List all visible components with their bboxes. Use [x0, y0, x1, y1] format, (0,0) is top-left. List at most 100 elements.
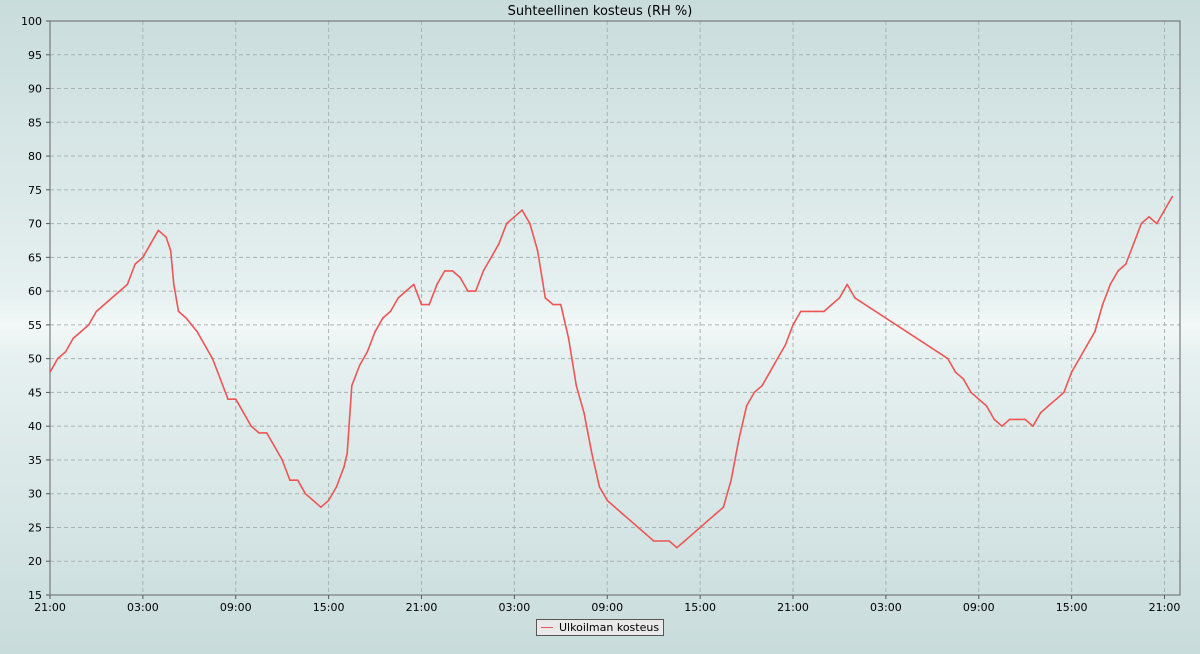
data-point: [1156, 222, 1158, 225]
data-point: [111, 297, 113, 299]
data-point: [397, 297, 400, 299]
data-point: [428, 303, 431, 306]
data-point: [776, 357, 779, 360]
data-point: [978, 398, 980, 401]
data-point: [567, 337, 570, 340]
data-point: [838, 297, 841, 299]
data-point: [513, 216, 516, 218]
y-tick-label: 95: [28, 49, 42, 62]
data-point: [482, 270, 485, 272]
data-point: [405, 290, 407, 292]
x-tick-label: 09:00: [591, 601, 623, 614]
data-point: [289, 479, 291, 482]
data-point: [668, 540, 670, 542]
data-point: [165, 236, 167, 238]
x-tick-label: 15:00: [684, 601, 716, 614]
y-tick-label: 85: [28, 116, 42, 129]
data-point: [552, 303, 554, 306]
data-point: [436, 283, 438, 286]
y-tick-label: 80: [28, 150, 42, 163]
x-tick-label: 21:00: [777, 601, 809, 614]
data-point: [420, 303, 423, 306]
data-point: [474, 290, 477, 292]
y-tick-label: 25: [28, 521, 42, 534]
data-point: [645, 533, 647, 535]
data-point: [1140, 222, 1143, 225]
data-point: [807, 310, 810, 313]
data-point: [823, 310, 825, 313]
data-point: [954, 371, 957, 374]
data-point: [1109, 283, 1112, 286]
data-point: [173, 283, 175, 286]
data-point: [985, 405, 988, 407]
y-tick-label: 60: [28, 285, 42, 298]
data-point: [258, 432, 260, 434]
data-point: [87, 324, 90, 326]
data-point: [676, 546, 678, 549]
data-point: [745, 405, 748, 407]
data-point: [714, 513, 717, 515]
data-point: [993, 418, 995, 421]
data-point: [536, 249, 539, 252]
data-point: [1001, 425, 1003, 428]
data-point: [699, 526, 701, 529]
y-tick-label: 65: [28, 251, 42, 264]
data-point: [320, 506, 322, 509]
x-tick-label: 21:00: [1149, 601, 1181, 614]
data-point: [846, 283, 848, 286]
data-point: [792, 324, 794, 326]
data-point: [185, 317, 187, 319]
series-line: [49, 196, 1173, 549]
data-point: [250, 425, 252, 428]
data-point: [683, 540, 686, 542]
data-point: [591, 452, 593, 455]
data-point: [80, 330, 82, 333]
data-point: [157, 229, 160, 232]
y-tick-label: 40: [28, 420, 42, 433]
data-point: [327, 499, 330, 502]
data-point: [374, 330, 376, 333]
data-point: [1163, 209, 1166, 211]
data-point: [1078, 357, 1081, 360]
data-point: [204, 344, 206, 346]
data-point: [358, 364, 361, 367]
data-point: [1171, 195, 1174, 198]
data-point: [351, 384, 353, 387]
data-point: [652, 540, 655, 542]
data-point: [72, 337, 74, 340]
data-point: [1055, 398, 1057, 401]
data-point: [660, 540, 663, 542]
data-point: [784, 344, 787, 346]
data-point: [242, 411, 245, 414]
legend-swatch: [541, 627, 553, 628]
data-point: [312, 499, 315, 502]
data-point: [1039, 411, 1042, 414]
data-point: [637, 526, 639, 529]
y-tick-label: 100: [21, 15, 42, 28]
data-point: [1148, 216, 1150, 218]
data-point: [707, 519, 709, 522]
y-tick-label: 30: [28, 488, 42, 501]
axes: 15 20 25 30 35 40 45 50 55 60 65 70 75 80 85 90 95 100 21:…: [21, 15, 1181, 614]
data-point: [498, 243, 500, 245]
data-point: [443, 270, 446, 272]
data-point: [296, 479, 299, 482]
data-point: [459, 276, 462, 279]
data-point: [621, 513, 624, 515]
y-tick-label: 75: [28, 184, 42, 197]
data-point: [281, 459, 284, 461]
grid: [50, 20, 1180, 595]
y-tick-label: 70: [28, 218, 42, 231]
data-point: [134, 263, 136, 265]
data-point: [451, 270, 454, 272]
data-point: [1008, 418, 1011, 421]
data-point: [1070, 371, 1073, 374]
data-point: [529, 222, 531, 225]
data-point: [169, 249, 172, 252]
data-point: [335, 486, 338, 488]
data-point: [598, 486, 601, 488]
data-point: [346, 452, 349, 455]
data-point: [56, 357, 59, 360]
data-point: [962, 378, 965, 380]
x-tick-label: 15:00: [313, 601, 345, 614]
